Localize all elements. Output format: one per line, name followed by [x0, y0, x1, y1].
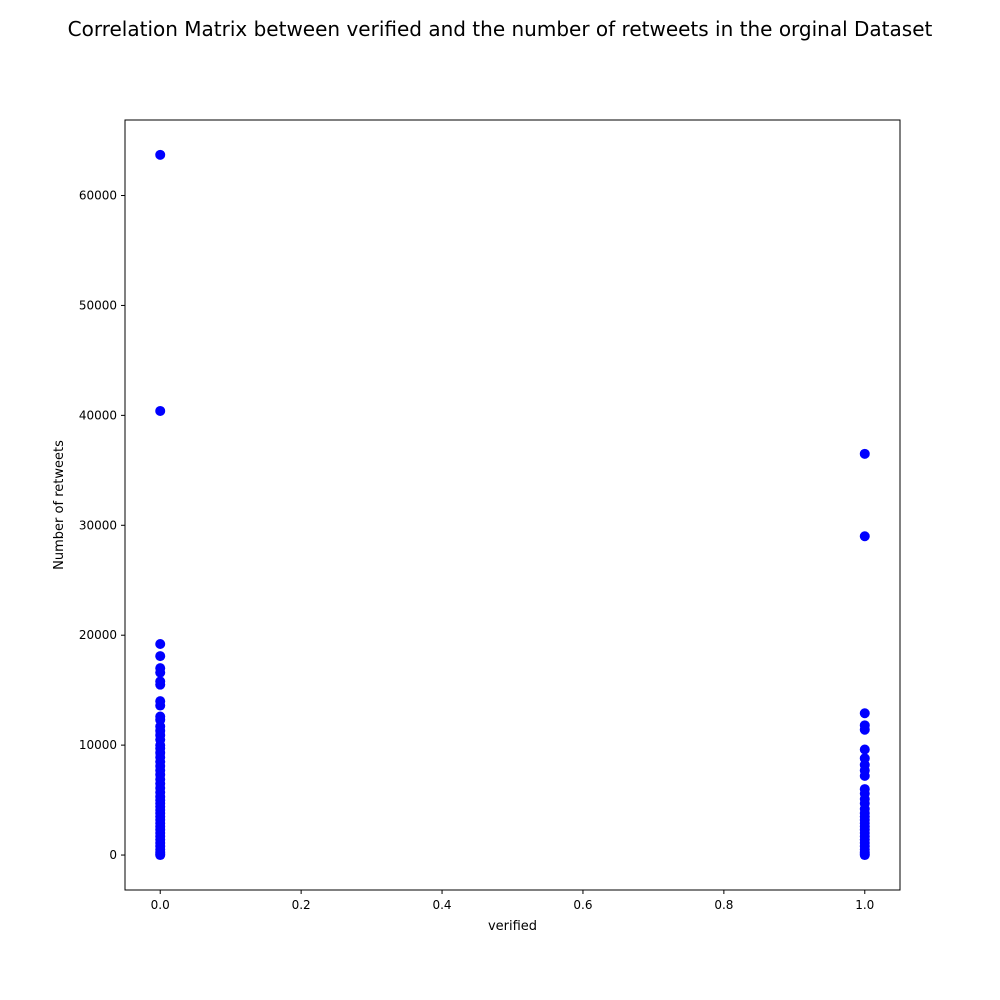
chart-title: Correlation Matrix between verified and … [68, 17, 933, 41]
data-point [155, 405, 166, 416]
data-point [859, 448, 870, 459]
x-axis-label: verified [488, 919, 537, 934]
data-point [155, 638, 166, 649]
y-tick-label: 0 [109, 848, 117, 862]
y-tick-label: 30000 [79, 518, 117, 532]
data-point [859, 770, 870, 781]
x-tick-label: 1.0 [855, 898, 874, 912]
y-tick-label: 40000 [79, 408, 117, 422]
data-point [859, 724, 870, 735]
data-point [155, 667, 166, 678]
x-axis-ticks: 0.0 0.2 0.4 0.6 0.8 1.0 [151, 890, 874, 912]
y-tick-label: 20000 [79, 628, 117, 642]
data-point [155, 700, 166, 711]
x-tick-label: 0.8 [714, 898, 733, 912]
data-points [155, 149, 870, 861]
data-point [155, 149, 166, 160]
data-point [859, 744, 870, 755]
data-point [155, 651, 166, 662]
axes-frame [124, 119, 901, 891]
y-axis-label: Number of retweets [52, 440, 67, 570]
x-tick-label: 0.6 [573, 898, 592, 912]
y-tick-label: 10000 [79, 738, 117, 752]
y-tick-label: 50000 [79, 298, 117, 312]
data-point [859, 850, 870, 861]
x-tick-label: 0.2 [292, 898, 311, 912]
data-point [859, 708, 870, 719]
y-axis-ticks: 0 10000 20000 30000 40000 50000 60000 [79, 189, 125, 862]
data-point [155, 850, 166, 861]
x-tick-label: 0.4 [432, 898, 451, 912]
plot-area: 0.0 0.2 0.4 0.6 0.8 1.0 0 10000 20000 30000 40000… [79, 119, 901, 912]
x-tick-label: 0.0 [151, 898, 170, 912]
y-tick-label: 60000 [79, 189, 117, 203]
data-point [859, 531, 870, 542]
data-point [155, 679, 166, 690]
